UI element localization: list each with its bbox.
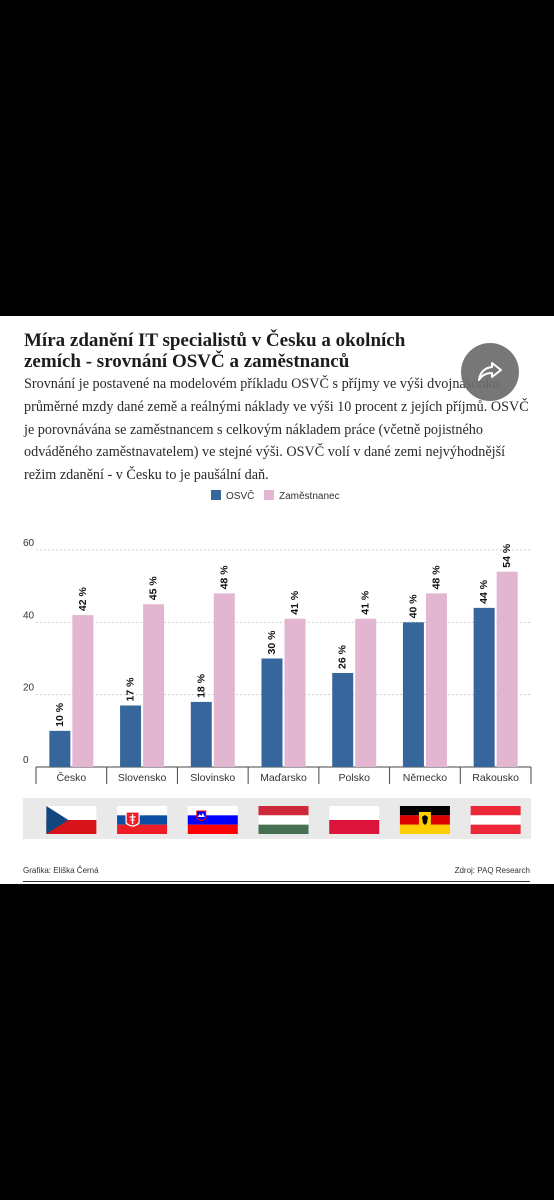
flag-eagle [421, 815, 428, 825]
data-label: 26 % [337, 644, 349, 669]
data-label: 30 % [266, 630, 278, 655]
y-tick-label-20: 20 [23, 683, 35, 694]
bar-zamestnanec [355, 618, 377, 767]
flag-stripe [399, 824, 450, 834]
data-label: 44 % [478, 579, 490, 604]
legend-swatch-2 [264, 490, 274, 500]
flag-stripe [470, 824, 521, 834]
flag-stripe [117, 815, 168, 825]
y-tick-label-0: 0 [23, 755, 29, 766]
flag-triangle [46, 806, 69, 834]
bar-osvc [332, 672, 354, 767]
data-label: 48 % [430, 565, 442, 590]
flag-stripe [187, 815, 238, 825]
flag-stripe [470, 815, 521, 825]
y-tick-label-40: 40 [23, 610, 35, 621]
cz-flag-icon [46, 806, 97, 834]
flag-stripe [187, 824, 238, 834]
sk-flag-icon [117, 806, 168, 834]
chart-card [0, 316, 554, 884]
bar-zamestnanec [425, 593, 447, 767]
bar-chart: OSVČ Zaměstnanec 0 20 40 60 10 % 42 % Česko 17 % 4… [23, 489, 532, 839]
chart-description: Srovnání je postavené na modelovém příkl… [24, 376, 529, 484]
x-tick-label: Slovensko [118, 772, 167, 784]
bar-osvc [49, 730, 71, 767]
hu-flag-icon [258, 806, 309, 834]
share-icon [478, 362, 502, 381]
bar-osvc [120, 705, 142, 767]
data-label: 54 % [501, 543, 513, 568]
data-label: 48 % [218, 565, 230, 590]
data-label: 42 % [77, 587, 89, 612]
si-flag-icon [187, 806, 238, 834]
data-label: 40 % [407, 594, 419, 619]
bar-osvc [261, 658, 283, 767]
flag-stripe [399, 806, 450, 816]
flag-stripe [117, 806, 168, 816]
flag-cross [129, 814, 136, 824]
x-tick-label: Rakousko [472, 772, 519, 784]
bar-zamestnanec [72, 615, 94, 767]
share-button[interactable] [461, 343, 519, 401]
x-tick-label: Polsko [338, 772, 370, 784]
x-tick-label: Maďarsko [260, 772, 307, 784]
bar-osvc [190, 701, 212, 767]
de-flag-icon [399, 806, 450, 834]
y-tick-label-60: 60 [23, 538, 35, 549]
flag-stripe [187, 806, 238, 816]
data-label: 18 % [195, 673, 207, 698]
bar-osvc [402, 622, 424, 767]
x-tick-label: Česko [56, 771, 86, 784]
flag-stripe [329, 806, 380, 820]
legend-label-1: OSVČ [226, 489, 254, 502]
legend-swatch-1 [211, 490, 221, 500]
flag-mountain [197, 813, 205, 817]
source-text: Zdroj: PAQ Research [454, 866, 530, 875]
data-label: 10 % [54, 702, 66, 727]
flag-stripe [470, 806, 521, 816]
legend-label-2: Zaměstnanec [279, 491, 340, 502]
bar-zamestnanec [496, 571, 518, 767]
flag-stripe [258, 824, 309, 834]
bar-zamestnanec [213, 593, 235, 767]
flag-stripe [329, 820, 380, 834]
flag-stripe [117, 824, 168, 834]
chart-title: Míra zdanění IT specialistů v Česku a ok… [24, 330, 406, 372]
data-label: 17 % [125, 677, 137, 702]
data-label: 41 % [360, 590, 372, 615]
data-label: 41 % [289, 590, 301, 615]
x-tick-label: Slovinsko [190, 772, 235, 784]
bar-zamestnanec [284, 618, 306, 767]
bar-osvc [473, 607, 495, 767]
pl-flag-icon [329, 806, 380, 834]
flag-stripe [258, 806, 309, 816]
flag-stripe [258, 815, 309, 825]
flag-emblem [196, 810, 207, 821]
data-label: 45 % [148, 576, 160, 601]
at-flag-icon [470, 806, 521, 834]
footer-divider [23, 881, 530, 882]
credit-text: Grafika: Eliška Černá [23, 866, 99, 875]
bar-zamestnanec [143, 604, 165, 767]
x-tick-label: Německo [403, 772, 448, 784]
